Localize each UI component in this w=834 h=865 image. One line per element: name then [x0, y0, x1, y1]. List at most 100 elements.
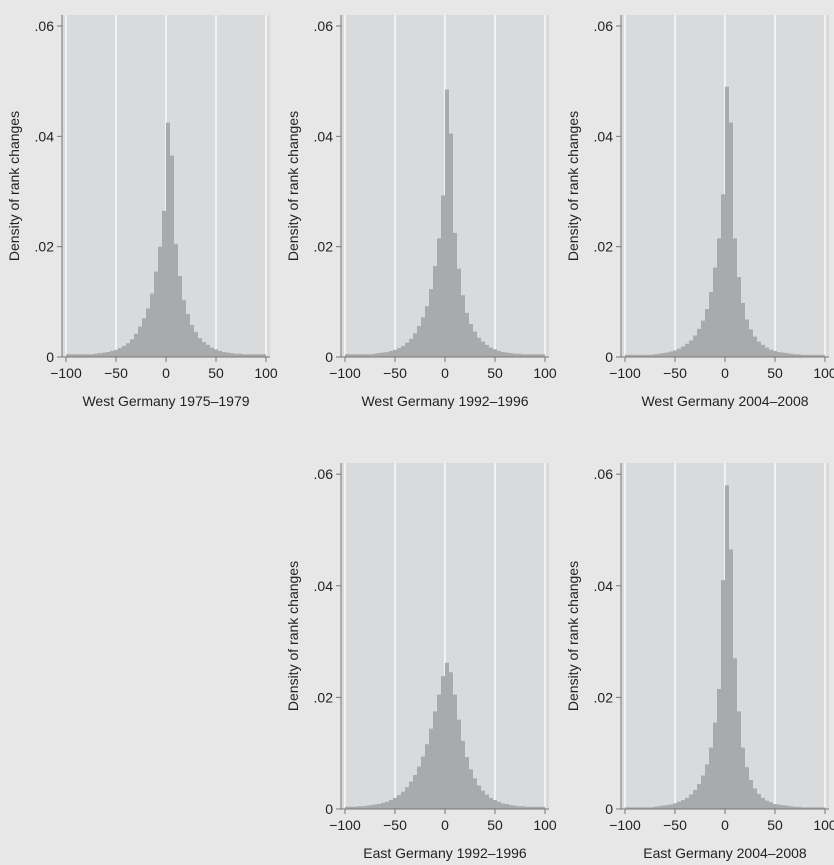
x-tick-label: −50 — [663, 817, 687, 833]
histogram-bar — [689, 340, 693, 357]
histogram-bar — [134, 333, 138, 357]
y-tick-label: .04 — [314, 128, 334, 144]
histogram-bar — [258, 354, 262, 357]
histogram-bar — [529, 806, 533, 809]
histogram-bar — [381, 802, 385, 809]
y-tick-label: .06 — [594, 466, 614, 482]
histogram-bar — [481, 341, 485, 357]
histogram-bar — [238, 353, 242, 357]
x-tick-label: −50 — [104, 365, 128, 381]
histogram-bar — [781, 805, 785, 809]
x-tick-label: −50 — [383, 365, 407, 381]
histogram-bar — [373, 353, 377, 357]
histogram-bar — [126, 343, 130, 357]
histogram-bar — [721, 194, 725, 357]
x-axis-title: East Germany 2004–2008 — [643, 845, 807, 861]
y-tick-label: .06 — [594, 18, 614, 34]
histogram-bar — [66, 354, 70, 357]
x-tick-label: 50 — [487, 365, 503, 381]
histogram-bar — [162, 210, 166, 357]
histogram-panel-eg-1992-1996: 0 .02 .04 .06 −100 −50 0 50 100 East Germany 1992… — [285, 463, 557, 861]
y-axis-title: Density of rank changes — [6, 111, 22, 261]
histogram-bar — [345, 354, 349, 357]
histogram-bar — [701, 775, 705, 809]
histogram-bar — [349, 354, 353, 357]
histogram-bar — [625, 807, 629, 809]
y-tick-label: 0 — [325, 349, 333, 365]
histogram-bar — [645, 354, 649, 357]
histogram-bar — [417, 766, 421, 809]
histogram-bar — [633, 354, 637, 357]
histogram-bar — [182, 300, 186, 357]
histogram-bar — [541, 806, 545, 809]
histogram-bar — [433, 711, 437, 809]
histogram-bar — [453, 694, 457, 809]
histogram-bar — [821, 354, 825, 357]
histogram-bar — [385, 352, 389, 357]
histogram-bar — [709, 291, 713, 357]
histogram-bar — [525, 806, 529, 809]
histogram-bar — [421, 756, 425, 809]
histogram-bar — [709, 747, 713, 809]
x-axis-title: West Germany 2004–2008 — [641, 393, 808, 409]
histogram-bar — [409, 781, 413, 809]
histogram-bar — [457, 268, 461, 357]
histogram-bar — [741, 747, 745, 809]
histogram-bar — [517, 806, 521, 809]
histogram-bar — [465, 312, 469, 357]
y-tick-label: .02 — [314, 239, 334, 255]
histogram-bar — [242, 354, 246, 357]
histogram-bar — [533, 806, 537, 809]
histogram-bar — [629, 354, 633, 357]
histogram-bar — [669, 804, 673, 809]
histogram-bar — [369, 354, 373, 357]
histogram-bar — [262, 354, 266, 357]
histogram-bar — [377, 803, 381, 809]
histogram-bar — [733, 238, 737, 357]
histogram-bar — [641, 807, 645, 809]
histogram-bar — [485, 794, 489, 809]
histogram-bar — [389, 800, 393, 809]
histogram-bar — [817, 354, 821, 357]
histogram-bar — [214, 349, 218, 357]
histogram-bar — [673, 350, 677, 357]
histogram-bar — [641, 354, 645, 357]
histogram-bar — [405, 787, 409, 809]
histogram-bar — [681, 346, 685, 357]
histogram-bar — [785, 805, 789, 809]
histogram-bar — [769, 349, 773, 357]
histogram-bar — [373, 804, 377, 809]
histogram-bar — [381, 352, 385, 357]
x-tick-label: −100 — [329, 817, 361, 833]
histogram-bar — [729, 122, 733, 357]
histogram-bar — [529, 354, 533, 357]
histogram-bar — [645, 807, 649, 809]
histogram-bar — [146, 308, 150, 357]
x-tick-label: −100 — [609, 817, 641, 833]
histogram-bar — [689, 794, 693, 809]
histogram-bar — [705, 764, 709, 809]
x-tick-label: 100 — [254, 365, 278, 381]
histogram-bar — [649, 354, 653, 357]
histogram-bar — [773, 803, 777, 809]
histogram-bar — [357, 354, 361, 357]
histogram-bar — [449, 133, 453, 357]
histogram-bar — [737, 711, 741, 809]
y-axis-title: Density of rank changes — [565, 561, 581, 711]
histogram-bar — [509, 353, 513, 357]
histogram-bar — [629, 807, 633, 809]
histogram-bar — [230, 353, 234, 357]
histogram-bar — [254, 354, 258, 357]
histogram-bar — [521, 806, 525, 809]
histogram-bar — [653, 354, 657, 357]
histogram-bar — [685, 343, 689, 357]
histogram-panel-wg-1992-1996: 0 .02 .04 .06 −100 −50 0 50 100 West Germany 1992… — [285, 15, 557, 409]
histogram-bar — [102, 352, 106, 357]
histogram-bar — [497, 350, 501, 357]
y-tick-label: .04 — [594, 128, 614, 144]
histogram-bar — [94, 353, 98, 357]
y-tick-label: .02 — [35, 239, 55, 255]
histogram-bar — [78, 354, 82, 357]
histogram-bar — [210, 347, 214, 357]
